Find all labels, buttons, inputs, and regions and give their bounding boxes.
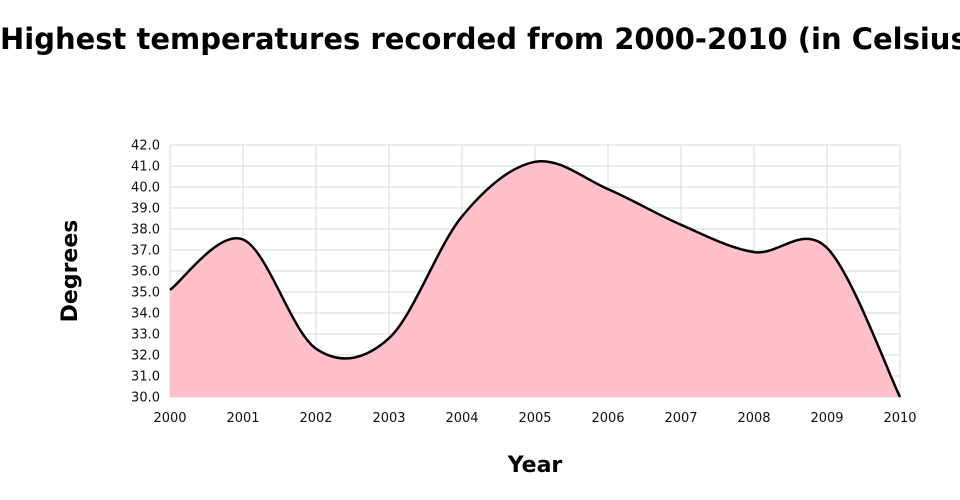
data-point-2006: [605, 186, 611, 192]
y-axis-ticks: 30.0 31.0 32.0 33.0 34.0 35.0 36.0 37.0 38.0 39.0…: [131, 139, 160, 406]
y-tick-label: 36.0: [131, 265, 160, 280]
data-point-2003: [386, 335, 392, 341]
chart-title: Highest temperatures recorded from 2000-…: [0, 22, 960, 56]
data-point-2008: [751, 249, 757, 255]
x-tick-label: 2000: [153, 411, 186, 426]
y-tick-label: 41.0: [131, 160, 160, 175]
x-axis-ticks: 2000 2001 2002 2003 2004 2005 2006 2007 2008 2009…: [153, 411, 916, 426]
y-tick-label: 38.0: [131, 223, 160, 238]
y-tick-label: 35.0: [131, 286, 160, 301]
x-tick-label: 2004: [445, 411, 478, 426]
y-tick-label: 39.0: [131, 202, 160, 217]
series-line: [169, 159, 902, 398]
data-point-2002: [313, 346, 319, 352]
data-point-2000: [167, 287, 173, 293]
y-tick-label: 30.0: [131, 391, 160, 406]
x-tick-label: 2010: [883, 411, 916, 426]
y-axis-title: Degrees: [58, 220, 83, 323]
y-tick-label: 31.0: [131, 370, 160, 385]
x-tick-label: 2006: [591, 411, 624, 426]
data-point-2004: [459, 213, 465, 219]
x-tick-label: 2009: [810, 411, 843, 426]
y-tick-label: 34.0: [131, 307, 160, 322]
data-point-2001: [240, 237, 246, 243]
x-axis-title: Year: [507, 453, 563, 478]
data-point-2010: [897, 394, 903, 400]
data-point-2009: [824, 245, 830, 251]
data-point-2005: [532, 159, 538, 165]
y-tick-label: 32.0: [131, 349, 160, 364]
y-tick-label: 40.0: [131, 181, 160, 196]
data-point-2007: [678, 222, 684, 228]
x-tick-label: 2008: [737, 411, 770, 426]
x-tick-label: 2003: [372, 411, 405, 426]
y-tick-label: 33.0: [131, 328, 160, 343]
x-tick-label: 2001: [226, 411, 259, 426]
x-tick-label: 2005: [518, 411, 551, 426]
x-tick-label: 2007: [664, 411, 697, 426]
area-fill: [170, 161, 900, 397]
y-tick-label: 37.0: [131, 244, 160, 259]
y-tick-label: 42.0: [131, 139, 160, 154]
x-tick-label: 2002: [299, 411, 332, 426]
